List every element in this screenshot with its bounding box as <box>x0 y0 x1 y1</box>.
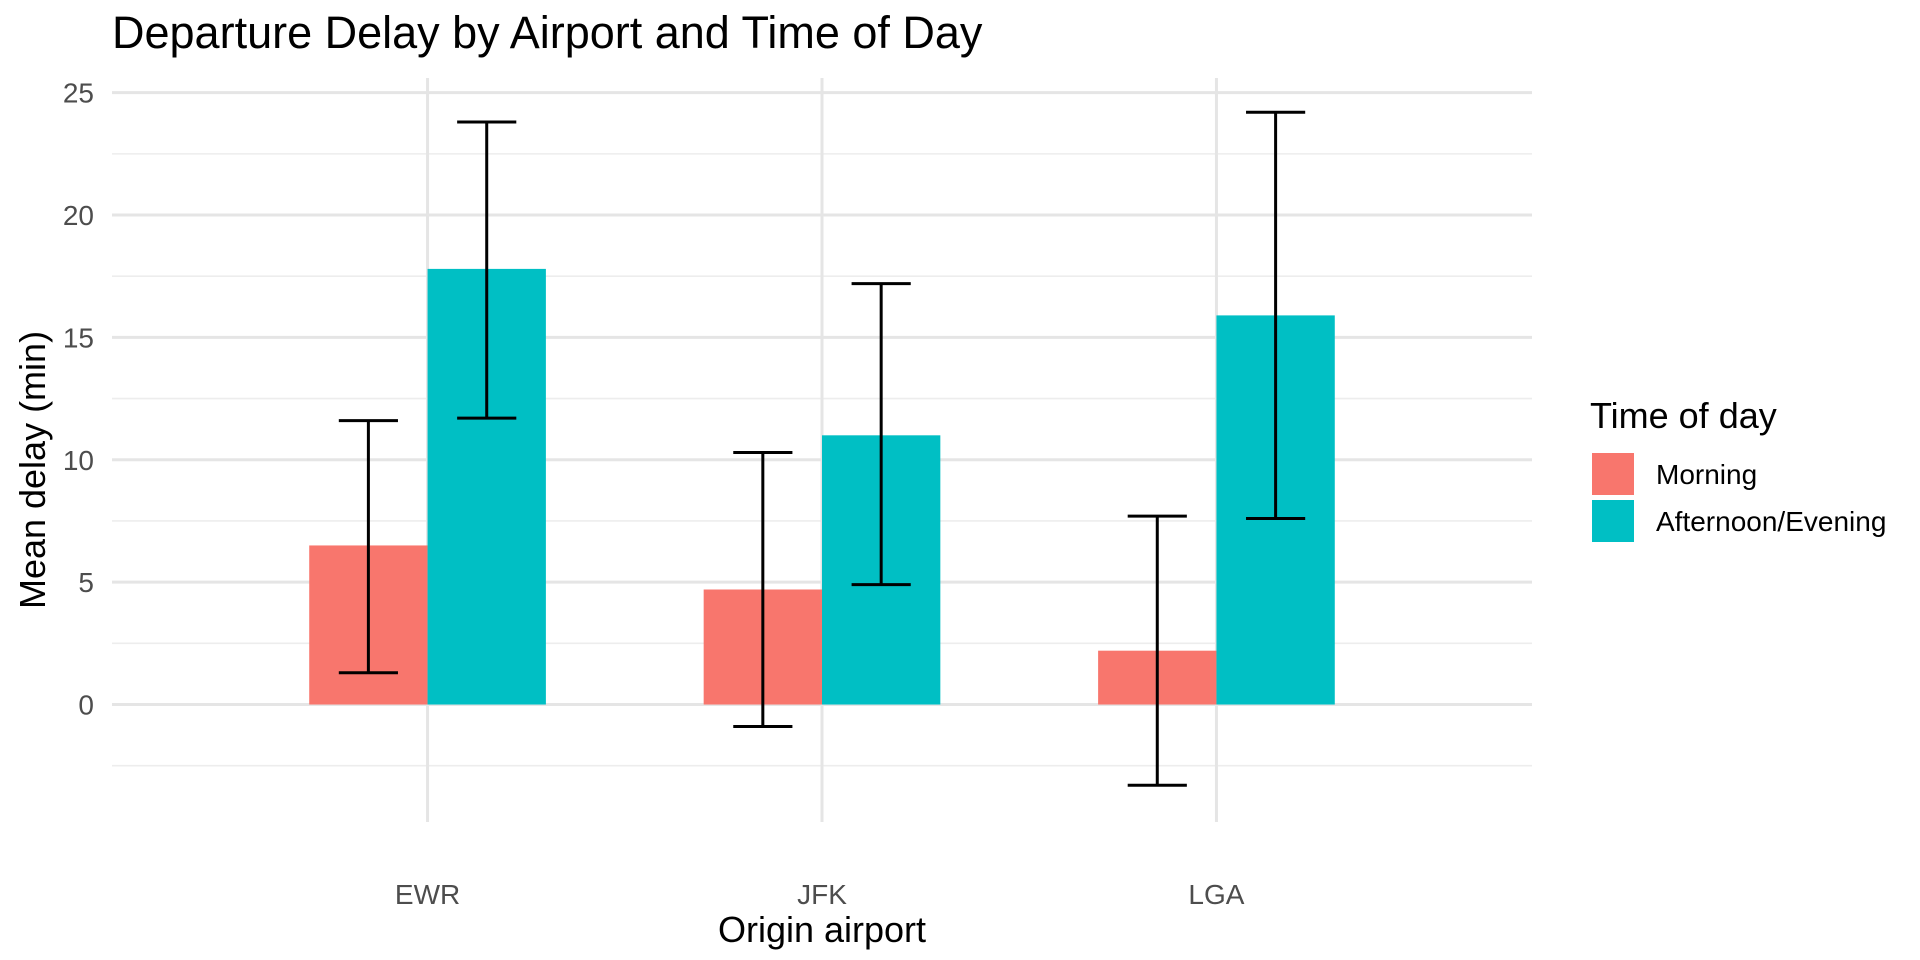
x-tick-label: JFK <box>797 879 847 910</box>
error-bar <box>457 120 517 420</box>
error-bar <box>1246 110 1306 521</box>
error-bar <box>1127 514 1187 787</box>
y-tick-label: 5 <box>78 567 94 598</box>
legend-label: Afternoon/Evening <box>1656 506 1886 537</box>
y-axis-ticks: 0 5 10 15 20 25 <box>63 78 94 721</box>
x-tick-label: EWR <box>395 879 460 910</box>
y-tick-label: 0 <box>78 690 94 721</box>
legend-key <box>1592 453 1634 495</box>
legend-title: Time of day <box>1590 395 1777 436</box>
error-bar <box>733 450 793 729</box>
x-axis-ticks: EWR JFK LGA <box>395 879 1245 910</box>
y-tick-label: 25 <box>63 78 94 109</box>
x-tick-label: LGA <box>1188 879 1244 910</box>
error-bar <box>851 282 911 587</box>
y-tick-label: 10 <box>63 445 94 476</box>
error-bars <box>338 110 1306 787</box>
y-tick-label: 15 <box>63 322 94 353</box>
legend-label: Morning <box>1656 459 1757 490</box>
legend: Time of day Morning Afternoon/Evening <box>1590 395 1886 542</box>
error-bar <box>338 419 398 675</box>
x-axis-title: Origin airport <box>718 909 926 950</box>
y-axis-title: Mean delay (min) <box>12 331 53 609</box>
legend-key <box>1592 500 1634 542</box>
chart-title: Departure Delay by Airport and Time of D… <box>112 7 983 58</box>
y-tick-label: 20 <box>63 200 94 231</box>
